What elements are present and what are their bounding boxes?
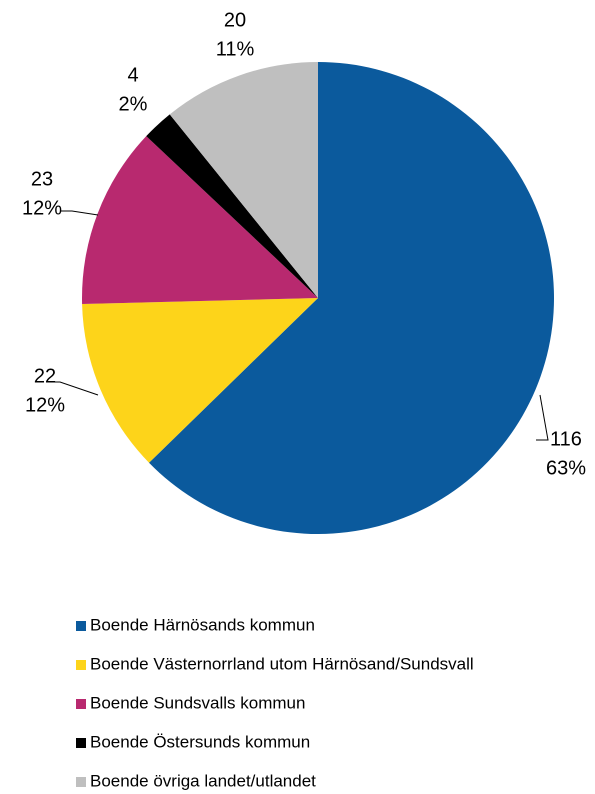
legend-swatch — [76, 660, 86, 670]
pie-slice — [149, 62, 554, 534]
pie-slice — [146, 114, 318, 298]
leader-line — [60, 210, 99, 216]
pie-slice — [82, 298, 318, 463]
percent-label: 12% — [22, 197, 62, 219]
leader-line — [536, 394, 549, 441]
value-label: 20 — [224, 9, 246, 31]
pie-slice — [82, 136, 318, 305]
value-label: 23 — [31, 168, 53, 190]
value-label: 4 — [127, 64, 138, 86]
percent-label: 11% — [216, 38, 255, 60]
leader-line — [48, 381, 99, 396]
legend-label: Boende Härnösands kommun — [90, 615, 315, 634]
pie-slice — [169, 62, 318, 298]
percent-label: 2% — [119, 93, 148, 115]
legend-label: Boende Östersunds kommun — [90, 732, 310, 751]
legend-swatch — [76, 699, 86, 709]
percent-label: 63% — [546, 457, 586, 479]
percent-label: 12% — [25, 394, 65, 416]
legend-swatch — [76, 621, 86, 631]
legend-swatch — [76, 738, 86, 748]
legend-label: Boende övriga landet/utlandet — [90, 771, 316, 790]
legend-swatch — [76, 777, 86, 787]
legend-label: Boende Västernorrland utom Härnösand/Sun… — [90, 654, 474, 673]
value-label: 22 — [34, 365, 56, 387]
legend-label: Boende Sundsvalls kommun — [90, 693, 305, 712]
value-label: 116 — [550, 428, 582, 450]
